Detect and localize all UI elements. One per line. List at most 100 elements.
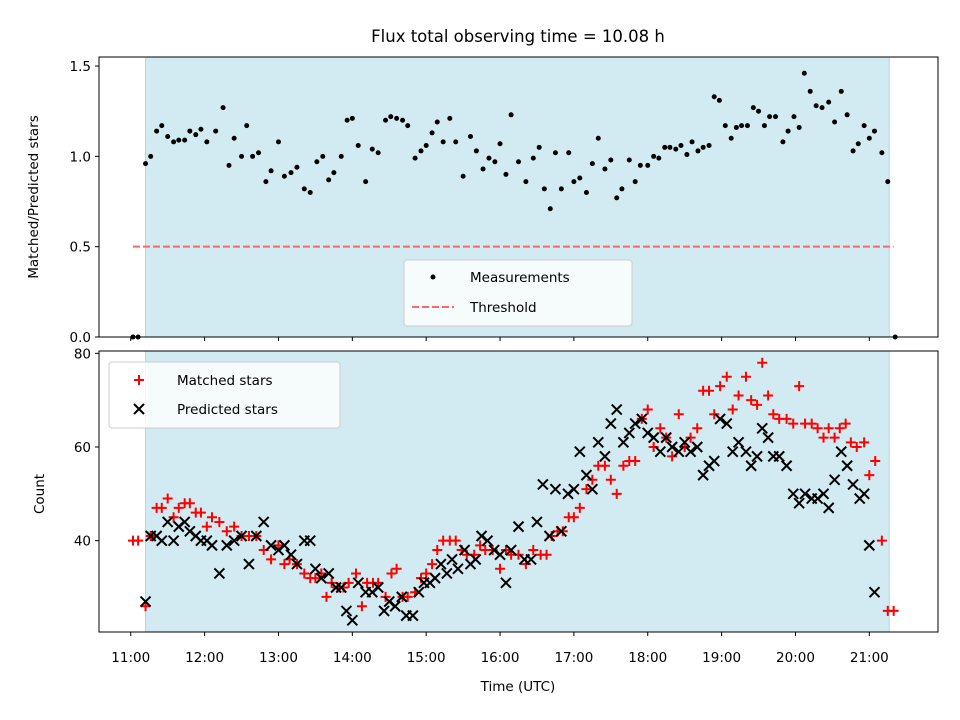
x-tick-label: 15:00 (407, 650, 446, 666)
predicted-star-point (828, 474, 841, 486)
x-tick-label: 18:00 (628, 650, 667, 666)
top-panel: 0.0 0.5 1.0 1.5 (70, 56, 939, 346)
measurement-point (813, 103, 819, 109)
predicted-star-point (673, 445, 685, 458)
predicted-star-point (835, 445, 847, 458)
matched-star-point (806, 418, 817, 429)
matched-star-point (721, 371, 732, 382)
predicted-star-point (525, 553, 537, 566)
matched-star-point (715, 381, 726, 392)
predicted-star-point (714, 413, 726, 425)
measurement-point (383, 117, 389, 123)
bottom-legend: Matched stars Predicted stars (108, 361, 341, 429)
predicted-star-point (250, 530, 263, 542)
legend-measurements-label: Measurements (470, 270, 570, 286)
measurement-point (761, 123, 767, 129)
matched-star-point (611, 488, 622, 499)
measurement-point (281, 173, 287, 179)
measurement-point (536, 144, 542, 150)
matched-star-point (581, 484, 592, 495)
measurement-point (492, 159, 498, 165)
measurement-point (656, 155, 662, 161)
measurement-point (213, 128, 219, 134)
predicted-star-point (265, 539, 277, 552)
measurement-point (165, 133, 171, 139)
measurement-point (204, 139, 210, 145)
measurement-point (256, 150, 262, 156)
matched-star-point (528, 545, 539, 556)
measurement-point (467, 133, 473, 139)
matched-star-point (214, 516, 225, 527)
predicted-star-point (304, 534, 316, 547)
matched-star-point (655, 423, 666, 434)
measurement-point (326, 177, 332, 183)
matched-star-point (386, 568, 397, 579)
predicted-star-point (505, 544, 517, 556)
measurement-point (429, 130, 435, 136)
predicted-star-point (654, 445, 667, 458)
predicted-star-point (512, 520, 525, 533)
predicted-star-point (847, 478, 859, 491)
matched-star-point (768, 409, 779, 420)
matched-star-point (685, 432, 696, 443)
matched-star-point (818, 432, 829, 443)
predicted-star-point (611, 403, 623, 416)
measurement-point (447, 115, 453, 121)
predicted-star-point (726, 445, 739, 458)
predicted-star-point (167, 534, 180, 547)
matched-star-point (195, 507, 206, 518)
x-tick-label: 20:00 (776, 650, 815, 666)
measurement-point (785, 128, 791, 134)
matched-star-point (450, 535, 461, 546)
measurement-point (801, 70, 807, 76)
chart-title: Flux total observing time = 10.08 h (371, 27, 665, 46)
predicted-star-point (822, 502, 835, 514)
predicted-star-point (841, 460, 853, 472)
predicted-star-point (494, 549, 506, 561)
x-tick-label: 19:00 (702, 650, 741, 666)
predicted-star-point (452, 563, 464, 575)
predicted-star-point (549, 483, 562, 495)
matched-star-point (673, 409, 684, 420)
measurement-point (226, 162, 232, 168)
predicted-star-point (330, 581, 342, 594)
predicted-star-point (787, 488, 799, 500)
measurement-point (826, 99, 832, 105)
measurement-point (434, 119, 440, 125)
measurement-point (541, 186, 547, 192)
matched-star-point (168, 512, 179, 523)
matched-star-point (845, 437, 856, 448)
bottom-legend-box (108, 361, 341, 429)
predicted-star-point (243, 558, 255, 570)
predicted-star-point (139, 595, 152, 608)
measurement-point (148, 153, 154, 159)
measurement-point (394, 115, 400, 121)
predicted-star-point (684, 445, 697, 458)
predicted-star-point (780, 460, 793, 472)
x-axis-label: Time (UTC) (480, 679, 556, 695)
measurement-point (571, 179, 577, 185)
measurement-point (176, 137, 182, 143)
measurement-point (503, 171, 509, 177)
measurement-point (193, 132, 199, 138)
measurement-point (832, 119, 838, 125)
measurement-point (673, 146, 679, 152)
predicted-star-point (868, 586, 881, 598)
predicted-star-point (858, 488, 870, 500)
measurement-point (388, 114, 394, 120)
measurement-point (626, 157, 632, 163)
predicted-star-point (793, 497, 805, 509)
legend-matched-marker (134, 375, 144, 385)
measurement-point (307, 189, 313, 195)
measurement-point (552, 150, 558, 156)
measurement-point (375, 150, 381, 156)
matched-star-point (221, 526, 232, 537)
predicted-star-point (599, 450, 611, 463)
measurement-point (268, 168, 274, 174)
top-legend: Measurements Threshold (403, 259, 633, 327)
predicted-star-point (221, 539, 233, 552)
measurement-point (855, 141, 861, 147)
top-y-tick-label: 1.5 (70, 59, 91, 75)
predicted-star-point (762, 431, 774, 444)
